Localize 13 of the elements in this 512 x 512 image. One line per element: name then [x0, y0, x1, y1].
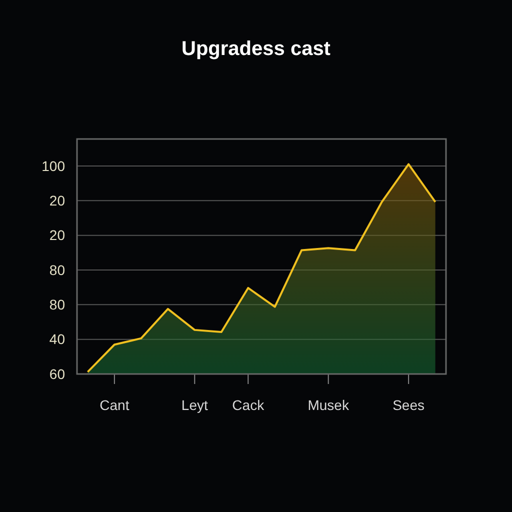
- text: 100: [42, 158, 66, 174]
- chart-title: Upgradess cast: [180, 38, 332, 61]
- text: 20: [49, 227, 66, 244]
- x-tick-label: Cant: [100, 396, 130, 413]
- x-tick-label: Cack: [232, 396, 266, 413]
- text: 20: [49, 192, 66, 209]
- text: 80: [49, 296, 66, 313]
- x-tick-label: Leyt: [181, 396, 208, 413]
- text: 60: [49, 366, 66, 382]
- x-tick-label: Sees: [392, 396, 425, 413]
- text: 40: [49, 331, 66, 348]
- x-tick-label: Musek: [308, 396, 350, 413]
- text: 80: [49, 262, 66, 278]
